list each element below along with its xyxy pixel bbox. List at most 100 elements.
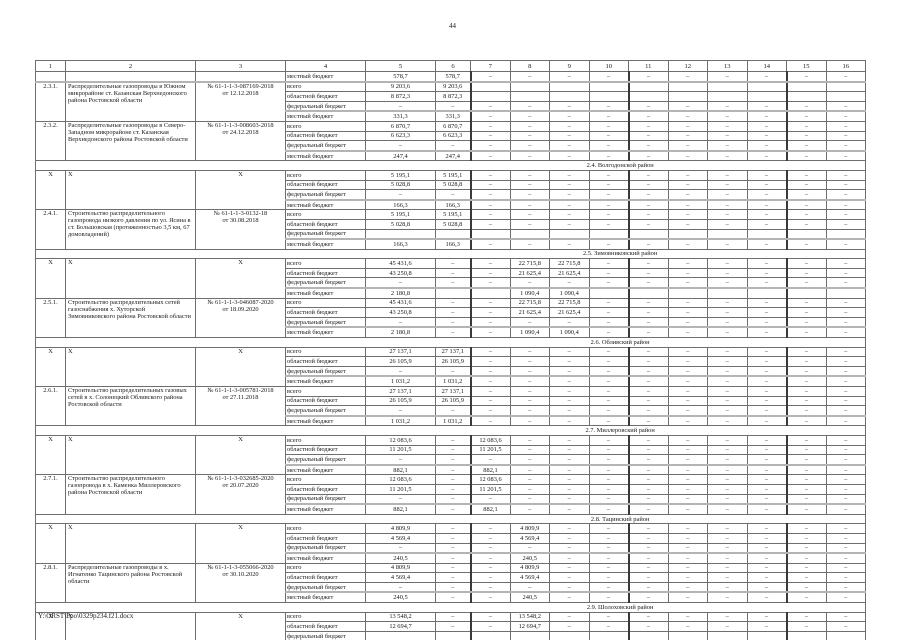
cell-value: –: [746, 258, 787, 269]
cell-item-number: 2.8.1.: [35, 562, 66, 604]
cell-value: –: [667, 493, 708, 506]
cell-value: –: [627, 532, 669, 544]
cell-value: –: [627, 140, 669, 152]
cell-value: –: [746, 532, 787, 544]
cell-value: –: [825, 386, 866, 397]
cell-value: –: [627, 493, 669, 506]
cell-value: –: [746, 444, 787, 456]
cell-budget-label: федеральный бюджет: [285, 365, 366, 378]
cell-value: –: [627, 375, 669, 388]
cell-value: 26 105,9: [365, 395, 436, 407]
table-row: местный бюджет 166,3 166,3– – – – – – – – – –: [36, 199, 866, 211]
cell-value: –: [825, 611, 866, 623]
cell-value: 5 195,1: [365, 209, 436, 220]
cell-value: –: [509, 542, 550, 555]
cell-value: 5 195,1: [435, 169, 471, 181]
cell-value: [469, 287, 511, 299]
cell-value: –: [549, 581, 590, 594]
cell-value: [707, 91, 748, 102]
cell-value: –: [785, 277, 827, 290]
cell-value: –: [707, 120, 748, 132]
cell-item-doc: № 61-1-1-3-0132-18 от 30.08.2018: [195, 209, 286, 250]
cell-value: [469, 630, 511, 640]
cell-value: –: [707, 150, 748, 162]
cell-value: –: [667, 444, 708, 456]
cell-value: –: [588, 621, 629, 632]
cell-value: –: [509, 493, 550, 506]
cell-value: –: [469, 307, 511, 318]
cell-value: –: [707, 395, 748, 407]
table-row: 2.3.1. Распределительные газопроводы в Юж…: [35, 81, 866, 122]
cell-value: –: [746, 326, 787, 339]
cell-value: –: [549, 523, 590, 534]
table-row: местный бюджет 240,5– –240,5– – – – – – – –: [36, 552, 866, 564]
cell-value: –: [825, 581, 866, 594]
cell-value: –: [549, 405, 590, 417]
cell-value: [707, 81, 748, 93]
cell-value: –: [707, 365, 748, 378]
cell-value: 882,1: [365, 464, 436, 476]
cell-value: –: [469, 365, 511, 378]
cell-value: –: [435, 474, 471, 485]
cell-value: –: [825, 375, 866, 388]
cell-budget-label: областной бюджет: [285, 218, 366, 230]
cell-value: –: [707, 238, 748, 250]
cell-value: –: [825, 326, 866, 339]
cell-value: –: [825, 365, 866, 378]
cell-value: –: [549, 120, 590, 132]
cell-value: –: [588, 562, 629, 574]
cell-value: –: [469, 395, 511, 407]
cell-value: 882,1: [469, 464, 511, 476]
cell-value: –: [707, 405, 748, 417]
cell-budget-label: всего: [285, 562, 366, 574]
cell-item-name: X: [65, 169, 196, 211]
cell-value: –: [667, 326, 708, 339]
cell-value: –: [707, 100, 748, 113]
cell-value: –: [435, 552, 471, 564]
cell-value: –: [549, 474, 590, 485]
cell-value: –: [549, 591, 590, 604]
cell-value: –: [435, 503, 471, 515]
cell-value: –: [627, 365, 669, 378]
cell-value: –: [469, 130, 511, 142]
cell-value: –: [746, 464, 787, 476]
cell-value: –: [667, 209, 708, 220]
cell-value: –: [667, 581, 708, 594]
cell-value: –: [435, 326, 471, 339]
cell-value: –: [746, 209, 787, 220]
cell-value: –: [469, 591, 511, 604]
cell-value: –: [365, 493, 436, 506]
cell-value: –: [509, 110, 550, 122]
cell-value: –: [469, 356, 511, 367]
cell-value: –: [785, 552, 827, 564]
cell-value: –: [785, 238, 827, 250]
cell-value: –: [435, 140, 471, 152]
cell-value: –: [667, 415, 708, 427]
cell-value: –: [825, 209, 866, 220]
cell-value: –: [549, 110, 590, 122]
cell-value: –: [746, 189, 787, 201]
cell-value: –: [627, 503, 669, 515]
cell-value: –: [825, 346, 866, 358]
cell-value: –: [707, 483, 748, 495]
cell-value: –: [469, 169, 511, 181]
cell-value: 4 809,9: [365, 523, 436, 534]
cell-value: –: [435, 611, 471, 623]
cell-value: –: [549, 483, 590, 495]
cell-value: –: [825, 454, 866, 466]
cell-value: 166,3: [365, 199, 436, 211]
cell-value: –: [509, 189, 550, 201]
cell-value: –: [667, 130, 708, 142]
cell-budget-label: всего: [285, 81, 366, 93]
cell-value: [509, 630, 550, 640]
cell-value: –: [707, 130, 748, 142]
table-row: федеральный бюджет – – – – – – – – – – – –: [36, 493, 866, 506]
cell-value: –: [825, 532, 866, 544]
cell-value: –: [825, 405, 866, 417]
cell-value: –: [435, 572, 471, 583]
column-header: 6: [435, 60, 471, 72]
cell-budget-label: областной бюджет: [285, 395, 366, 407]
cell-value: –: [707, 346, 748, 358]
cell-value: –: [785, 474, 827, 485]
cell-value: –: [588, 130, 629, 142]
